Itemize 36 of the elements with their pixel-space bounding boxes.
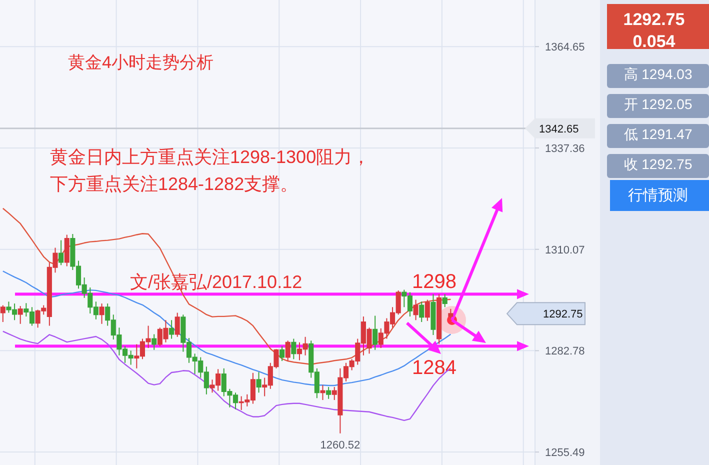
candlestick xyxy=(285,340,290,362)
candlestick xyxy=(442,294,448,308)
candlestick xyxy=(372,315,378,350)
text: 收 1292.75 xyxy=(624,156,692,172)
text: 1292.75 xyxy=(623,10,685,29)
y-tick-label: 1337.36 xyxy=(545,142,585,155)
candlestick xyxy=(291,338,296,360)
candlestick xyxy=(174,312,180,338)
annotation: 1260.52 xyxy=(320,439,360,452)
candlestick xyxy=(152,334,157,350)
candlestick xyxy=(169,320,174,340)
text: 0.054 xyxy=(632,32,676,51)
candlestick xyxy=(99,302,104,324)
y-tick-label: 1310.07 xyxy=(545,244,585,256)
text: 开 1292.05 xyxy=(624,96,692,112)
ref-line-label: 1342.65 xyxy=(539,123,579,136)
candlestick xyxy=(326,386,332,400)
text: 低 1291.47 xyxy=(624,126,692,142)
y-tick-label: 1364.65 xyxy=(545,42,585,54)
candlestick xyxy=(256,372,262,394)
text: 1292.75 xyxy=(543,308,583,321)
y-tick-label: 1282.78 xyxy=(545,346,585,358)
candlestick xyxy=(280,346,285,362)
ref-line-label: 1298 xyxy=(412,271,456,294)
y-tick-label: 1255.49 xyxy=(545,447,585,460)
candlestick xyxy=(18,306,23,324)
candlestick xyxy=(320,384,326,401)
text: 高 1294.03 xyxy=(624,66,692,82)
candlestick xyxy=(64,234,70,267)
annotation: 下方重点关注1284-1282支撑。 xyxy=(50,174,298,194)
candlestick xyxy=(0,304,6,323)
annotation: 黄金日内上方重点关注1298-1300阻力， xyxy=(50,147,370,167)
text: 黄金4小时走势分析 xyxy=(68,53,214,72)
legend-label: 1284 xyxy=(412,357,456,380)
candlestick xyxy=(58,240,64,266)
text: 行情预测 xyxy=(628,187,688,204)
